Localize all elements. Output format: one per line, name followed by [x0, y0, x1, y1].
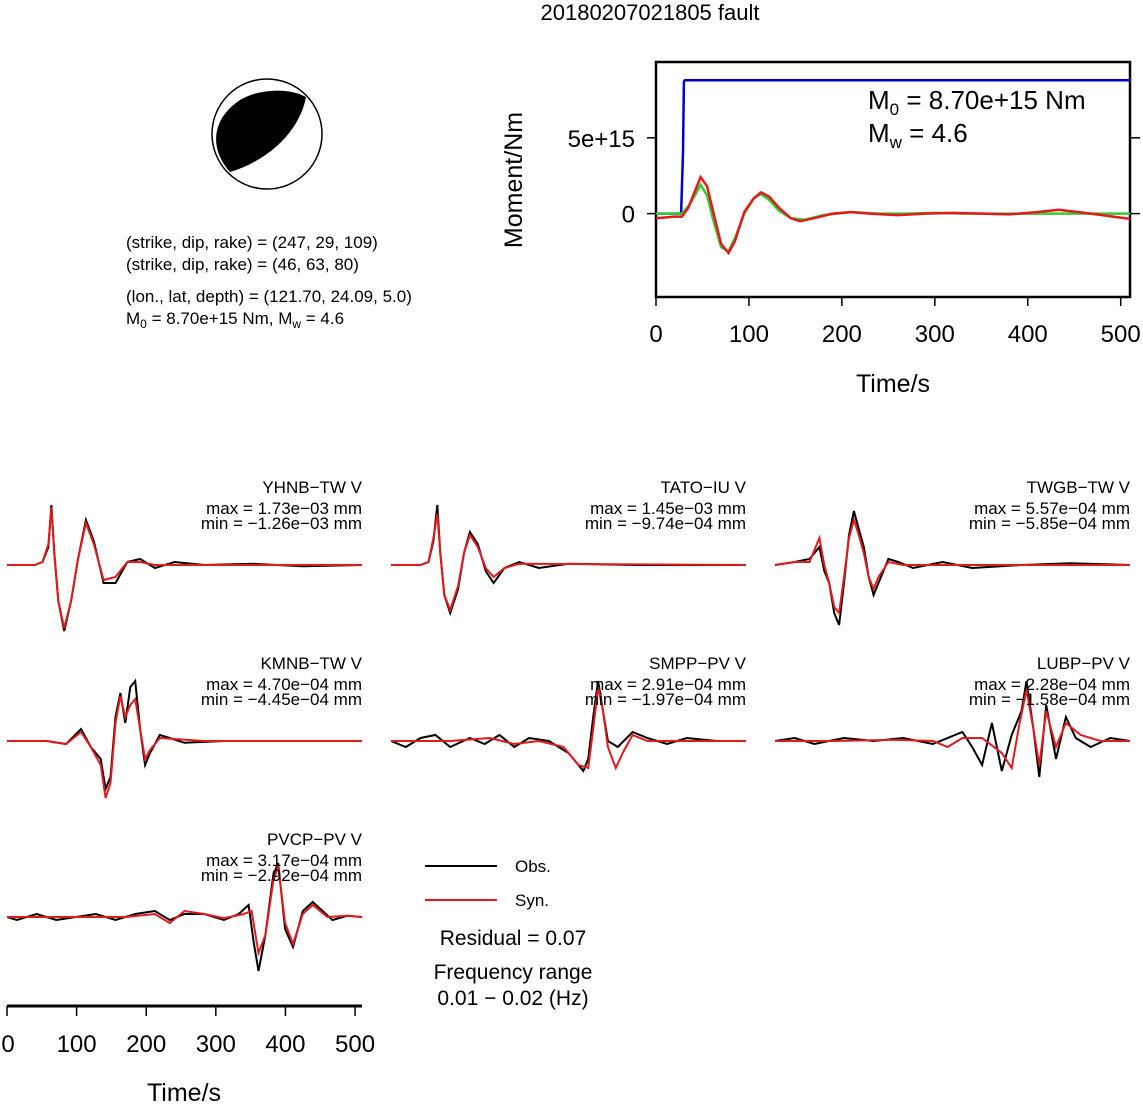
synthetic-waveform — [391, 513, 747, 613]
focal-mechanism-beachball — [211, 78, 323, 190]
station-label: YHNB−TW V — [262, 478, 362, 497]
synthetic-waveform — [775, 689, 1130, 771]
waveform-time-axis: 0 100 200 300 400 500 Time/s — [1, 1004, 375, 1104]
station-max-amplitude: max = 2.28e−04 mm — [974, 675, 1130, 694]
nodal-plane-2: (strike, dip, rake) = (46, 63, 80) — [126, 255, 359, 274]
stf-frame — [654, 60, 1132, 299]
stf-x-tick-label: 100 — [729, 321, 769, 348]
stf-x-axis-label: Time/s — [856, 370, 930, 398]
stf-x-tick-label: 300 — [915, 321, 955, 348]
frequency-range-title: Frequency range — [434, 961, 593, 984]
stf-x-tick-label: 400 — [1008, 321, 1048, 348]
stf-y-axis-label: Moment/Nm — [500, 112, 528, 248]
stf-y-tick-label: 5e+15 — [568, 126, 635, 153]
station-min-amplitude: min = −5.85e−04 mm — [969, 514, 1130, 533]
waveform-x-tick-label: 200 — [126, 1031, 166, 1058]
observed-waveform — [7, 678, 362, 793]
synthetic-waveform — [7, 507, 362, 629]
observed-waveform — [390, 680, 746, 773]
waveform-x-tick-label: 100 — [57, 1031, 97, 1058]
synthetic-waveform — [7, 695, 362, 799]
synthetic-waveform — [7, 865, 363, 957]
moment-mw-annotation: Mw = 4.6 — [868, 118, 968, 152]
observed-waveform — [6, 862, 363, 972]
waveform-x-tick-label: 400 — [265, 1031, 305, 1058]
station-label: SMPP−PV V — [649, 654, 747, 673]
waveform-x-tick-label: 300 — [196, 1031, 236, 1058]
station-max-amplitude: max = 4.70e−04 mm — [206, 675, 362, 694]
station-max-amplitude: max = 5.57e−04 mm — [974, 499, 1130, 518]
moment-m0-annotation: M0 = 8.70e+15 Nm — [868, 85, 1086, 119]
station-min-amplitude: min = −1.97e−04 mm — [585, 690, 746, 709]
frequency-range-value: 0.01 − 0.02 (Hz) — [437, 987, 588, 1010]
station-max-amplitude: max = 1.73e−03 mm — [206, 499, 362, 518]
waveform-x-axis-label: Time/s — [147, 1079, 221, 1104]
synthetic-waveform — [774, 516, 1130, 616]
station-max-amplitude: max = 2.91e−04 mm — [590, 675, 746, 694]
stf-x-tick-label: 200 — [822, 321, 862, 348]
synthetic-waveform — [391, 686, 746, 771]
stf-series-rate-green — [656, 182, 1130, 254]
station-max-amplitude: max = 3.17e−04 mm — [206, 851, 362, 870]
station-min-amplitude: min = −9.74e−04 mm — [585, 514, 746, 533]
station-min-amplitude: min = −1.58e−04 mm — [969, 690, 1130, 709]
station-label: KMNB−TW V — [260, 654, 362, 673]
station-min-amplitude: min = −4.45e−04 mm — [201, 690, 362, 709]
waveform-x-tick-label: 500 — [335, 1031, 375, 1058]
station-label: PVCP−PV V — [267, 830, 363, 849]
stf-x-tick-label: 0 — [649, 321, 662, 348]
station-label: TWGB−TW V — [1027, 478, 1131, 497]
station-label: LUBP−PV V — [1037, 654, 1131, 673]
legend-syn-label: Syn. — [515, 891, 549, 910]
waveform-x-tick-label: 0 — [1, 1031, 14, 1058]
moment-summary: M0 = 8.70e+15 Nm, Mw = 4.6 — [126, 309, 344, 331]
station-label: TATO−IU V — [661, 478, 747, 497]
observed-waveform — [774, 510, 1131, 626]
station-min-amplitude: min = −2.92e−04 mm — [201, 866, 362, 885]
figure-title: 20180207021805 fault — [541, 0, 760, 25]
hypocenter-location: (lon., lat, depth) = (121.70, 24.09, 5.0… — [126, 287, 412, 306]
legend: Obs. Syn. Residual = 0.07 Frequency rang… — [425, 857, 592, 1010]
station-min-amplitude: min = −1.26e−03 mm — [201, 514, 362, 533]
stf-y-tick-label: 0 — [622, 202, 635, 229]
legend-obs-label: Obs. — [515, 857, 551, 876]
nodal-plane-1: (strike, dip, rake) = (247, 29, 109) — [126, 233, 378, 252]
station-max-amplitude: max = 1.45e−03 mm — [590, 499, 746, 518]
source-time-function-panel: 0 100 200 300 400 500 0 5e+15 Time/s Moment/Nm… — [500, 60, 1141, 398]
stf-series-rate-red — [655, 174, 1131, 256]
stf-x-tick-label: 500 — [1101, 321, 1141, 348]
residual-value: Residual = 0.07 — [440, 927, 587, 950]
